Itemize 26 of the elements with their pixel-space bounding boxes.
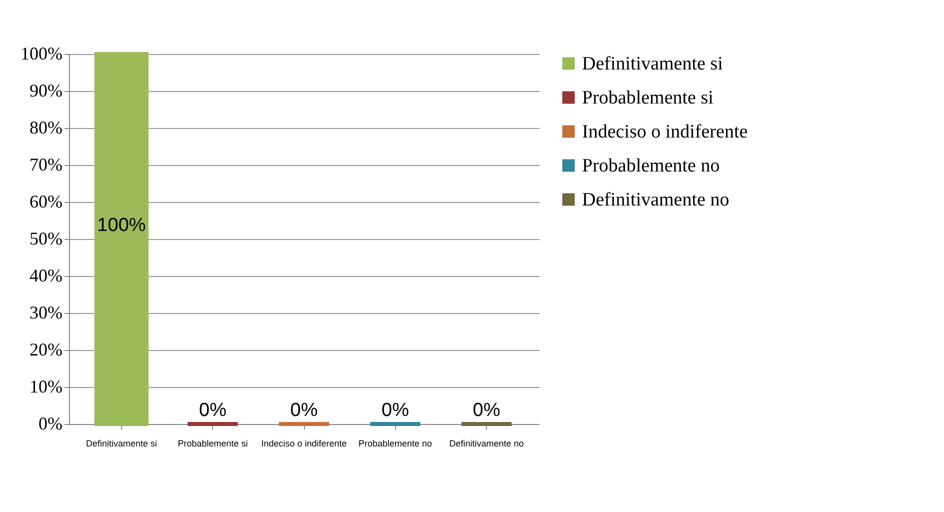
data-label: 0%: [199, 400, 227, 421]
y-tick-label: 0%: [38, 414, 62, 434]
x-tick-label: Indeciso o indiferente: [261, 438, 347, 448]
y-tick-label: 80%: [30, 118, 62, 138]
x-tick-label: Probablemente si: [178, 438, 248, 448]
y-tick-label: 10%: [30, 376, 62, 396]
legend-label: Indeciso o indiferente: [582, 122, 748, 142]
x-tick-label: Definitivamente no: [449, 438, 524, 448]
legend-label: Definitivamente si: [582, 54, 723, 74]
y-tick-label: 20%: [30, 340, 62, 360]
y-tick-label: 50%: [30, 228, 62, 248]
y-tick-label: 40%: [30, 266, 62, 286]
y-tick-label: 60%: [30, 192, 62, 212]
x-tick-label: Definitivamente si: [86, 438, 157, 448]
legend-label: Probablemente si: [582, 88, 714, 108]
data-label: 100%: [97, 215, 146, 236]
y-tick-label: 70%: [30, 154, 62, 174]
legend-label: Probablemente no: [582, 156, 720, 176]
data-label: 0%: [290, 400, 318, 421]
data-label: 0%: [382, 400, 410, 421]
x-tick-label: Probablemente no: [358, 438, 432, 448]
y-tick-label: 30%: [30, 302, 62, 322]
y-tick-label: 100%: [20, 44, 62, 64]
data-label: 0%: [472, 400, 500, 421]
legend-label: Definitivamente no: [582, 190, 730, 210]
y-tick-label: 90%: [30, 80, 62, 100]
